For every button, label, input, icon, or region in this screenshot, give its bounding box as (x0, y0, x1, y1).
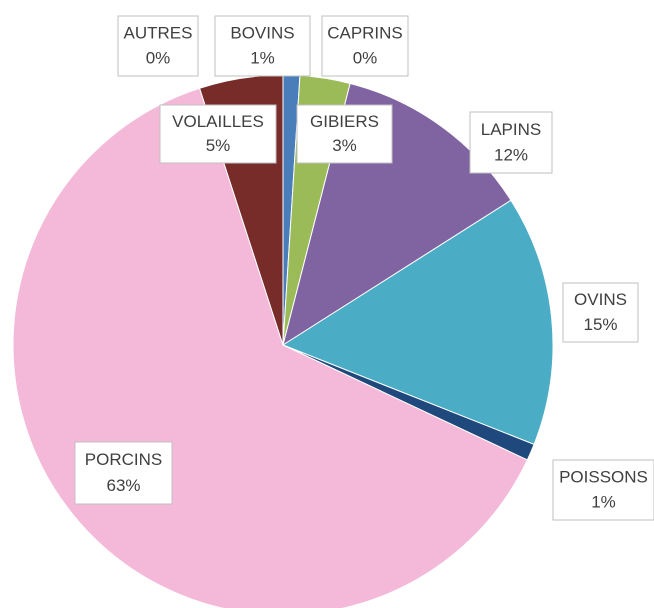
slice-label: POISSONS (559, 467, 648, 486)
slice-value: 5% (206, 136, 231, 155)
slice-label: OVINS (574, 290, 627, 309)
pie-slice (281, 199, 554, 446)
slice-value: 0% (353, 49, 378, 68)
slice-label: CAPRINS (327, 23, 403, 42)
slice-value: 0% (146, 49, 171, 68)
slice-value: 12% (494, 145, 528, 164)
label-box (159, 104, 277, 164)
label-box (562, 282, 639, 343)
slice-label: VOLAILLES (172, 112, 264, 131)
label-box (117, 15, 199, 77)
slice-value: 3% (332, 136, 357, 155)
label-box (296, 104, 393, 164)
slice-label: AUTRES (124, 23, 193, 42)
slice-value: 1% (591, 493, 616, 512)
slice-label: GIBIERS (310, 112, 379, 131)
slice-value: 15% (583, 315, 617, 334)
label-box (74, 441, 173, 505)
slice-label: PORCINS (85, 450, 162, 469)
slice-value: 1% (250, 49, 275, 68)
label-box (214, 15, 311, 77)
slice-label: BOVINS (230, 23, 294, 42)
label-box (552, 459, 654, 521)
label-box (469, 111, 553, 174)
slice-label: LAPINS (481, 120, 541, 139)
label-box (321, 15, 409, 77)
slice-value: 63% (106, 476, 140, 495)
